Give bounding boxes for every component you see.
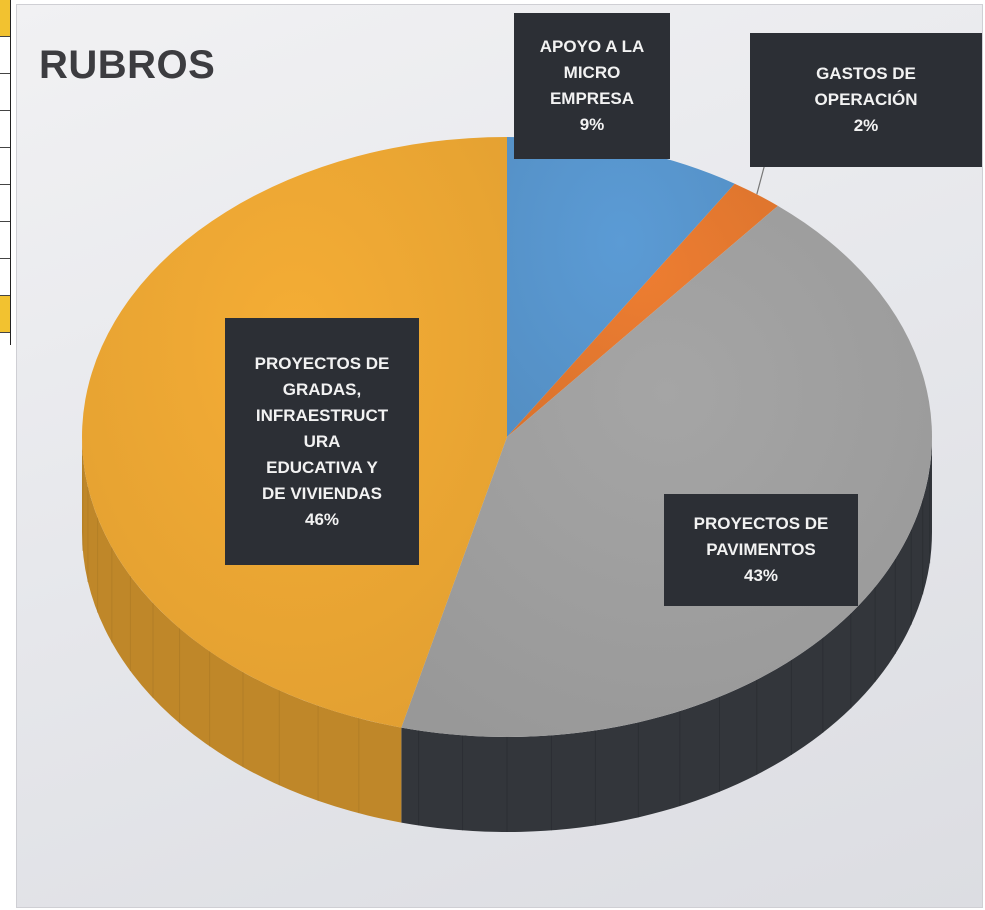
data-label-line: GASTOS DE bbox=[816, 64, 916, 83]
data-label-line: PROYECTOS DE bbox=[693, 514, 829, 533]
table-cell bbox=[0, 296, 10, 333]
pie-slice-gastos bbox=[507, 183, 778, 437]
data-label-line: APOYO A LA bbox=[539, 37, 645, 56]
data-label-gradas: PROYECTOS DE GRADAS, INFRAESTRUCT URA EDUCAT… bbox=[225, 318, 419, 565]
data-label-percent: 43% bbox=[743, 566, 779, 585]
table-cell bbox=[0, 259, 10, 296]
data-label-line: EDUCATIVA Y bbox=[266, 457, 378, 477]
pie-side-gradas bbox=[82, 437, 402, 823]
chart-title: RUBROS bbox=[39, 43, 216, 87]
pie-side-pavimentos bbox=[401, 437, 933, 832]
data-label-line: INFRAESTRUCT bbox=[255, 405, 389, 425]
table-cell bbox=[0, 148, 10, 185]
table-cell bbox=[0, 185, 10, 222]
data-label-line: GRADAS, bbox=[282, 379, 362, 399]
data-label-pavimentos: PROYECTOS DE PAVIMENTOS 43% bbox=[664, 494, 858, 606]
data-label-percent: 9% bbox=[579, 115, 605, 134]
table-cell bbox=[0, 0, 10, 37]
table-cell bbox=[0, 37, 10, 74]
data-label-line: MICRO bbox=[563, 63, 621, 82]
adjacent-table-edge bbox=[0, 0, 11, 345]
data-label-line: PAVIMENTOS bbox=[706, 540, 816, 559]
data-label-line: URA bbox=[303, 431, 341, 451]
data-label-percent: 2% bbox=[853, 116, 879, 135]
data-label-line: EMPRESA bbox=[549, 89, 635, 108]
data-label-line: OPERACIÓN bbox=[814, 90, 918, 109]
table-cell bbox=[0, 74, 10, 111]
table-cell bbox=[0, 111, 10, 148]
data-label-line: PROYECTOS DE bbox=[254, 353, 390, 373]
data-label-line: DE VIVIENDAS bbox=[262, 483, 382, 503]
table-cell bbox=[0, 222, 10, 259]
chart-panel: RUBROS APOYO A LA MICRO EMPRESA 9% GASTOS DE… bbox=[16, 4, 983, 908]
data-label-apoyo: APOYO A LA MICRO EMPRESA 9% bbox=[514, 13, 670, 159]
data-label-gastos: GASTOS DE OPERACIÓN 2% bbox=[750, 33, 982, 167]
pie-slice-apoyo bbox=[507, 137, 735, 437]
data-label-percent: 46% bbox=[304, 509, 340, 529]
